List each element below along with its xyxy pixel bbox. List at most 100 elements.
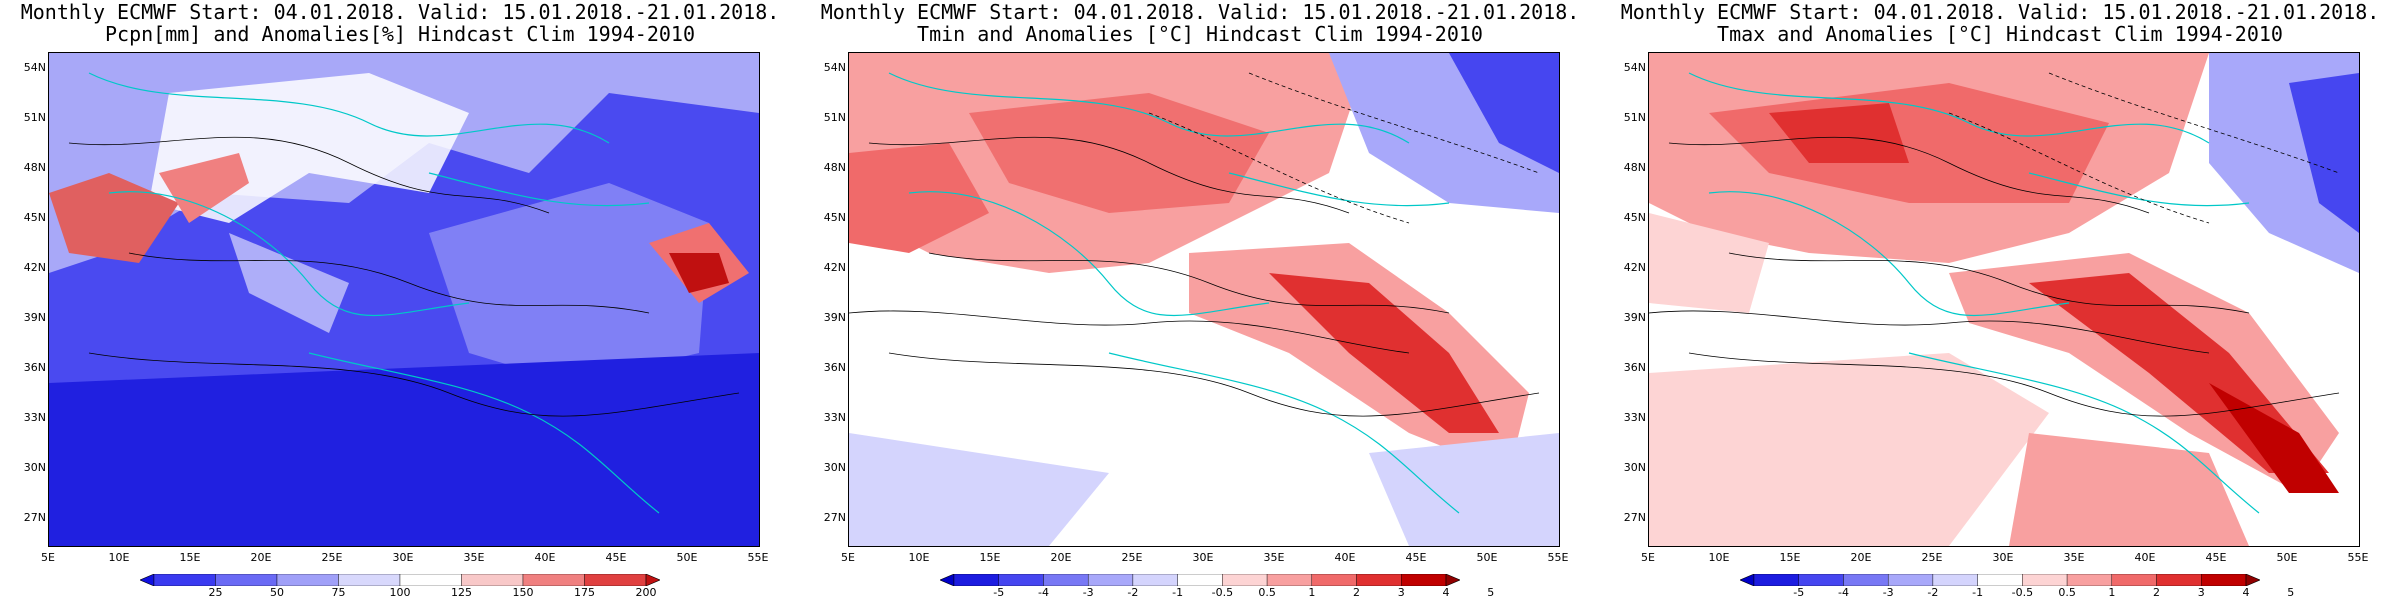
colorbar-tick-label: 125: [451, 586, 472, 599]
lat-label: 27N: [1623, 511, 1646, 524]
lon-label: 55E: [747, 551, 769, 564]
lat-label: 33N: [1623, 411, 1646, 424]
map-tmax[interactable]: [1648, 52, 2360, 547]
colorbar-tick-label: -0.5: [1211, 586, 1234, 599]
lat-label: 48N: [823, 161, 846, 174]
lon-label: 5E: [841, 551, 855, 564]
colorbar-arrow-high: [1445, 574, 1460, 586]
lat-label: 45N: [823, 211, 846, 224]
lon-label: 30E: [1192, 551, 1214, 564]
lon-label: 10E: [1708, 551, 1730, 564]
colorbar-segment: [1932, 574, 1978, 586]
colorbar-tick-label: -2: [1127, 586, 1139, 599]
panel-title-line1: Monthly ECMWF Start: 04.01.2018. Valid: …: [820, 0, 1580, 24]
panel-tmax: Monthly ECMWF Start: 04.01.2018. Valid: …: [1600, 0, 2400, 600]
colorbar-tick-label: 1: [1308, 586, 1316, 599]
lat-label: 54N: [823, 61, 846, 74]
colorbar-segment: [215, 574, 278, 586]
colorbar-tick-label: 0.5: [2058, 586, 2076, 599]
panel-title-line2: Tmin and Anomalies [°C] Hindcast Clim 19…: [917, 22, 1483, 46]
lat-label: 39N: [1623, 311, 1646, 324]
colorbar-segment: [1311, 574, 1357, 586]
colorbar-segment: [1132, 574, 1178, 586]
colorbar-segment: [1043, 574, 1089, 586]
lon-label: 25E: [1921, 551, 1943, 564]
lat-label: 33N: [823, 411, 846, 424]
colorbar-segment: [1177, 574, 1223, 586]
colorbar: [140, 574, 660, 586]
colorbar-segment: [338, 574, 401, 586]
map-precipitation[interactable]: [48, 52, 760, 547]
colorbar-tick-label: -2: [1927, 586, 1939, 599]
lat-label: 36N: [1623, 361, 1646, 374]
colorbar-segment: [1222, 574, 1268, 586]
colorbar-tick-label: 5: [1487, 586, 1495, 599]
lon-label: 50E: [676, 551, 698, 564]
lat-label: 45N: [23, 211, 46, 224]
lon-label: 30E: [1992, 551, 2014, 564]
colorbar-segment: [1401, 574, 1447, 586]
colorbar-segment: [953, 574, 999, 586]
lat-label: 54N: [1623, 61, 1646, 74]
colorbar-arrow-low: [1740, 574, 1755, 586]
lon-label: 25E: [1121, 551, 1143, 564]
colorbar-tick-label: -5: [1793, 586, 1805, 599]
lon-label: 35E: [1263, 551, 1285, 564]
panel-tmin: Monthly ECMWF Start: 04.01.2018. Valid: …: [800, 0, 1600, 600]
colorbar-segment: [584, 574, 647, 586]
colorbar-tick-label: 2: [1353, 586, 1361, 599]
colorbar-arrow-low: [940, 574, 955, 586]
colorbar-segment: [1087, 574, 1134, 586]
colorbar-tick-label: 150: [512, 586, 534, 599]
lon-label: 35E: [2063, 551, 2085, 564]
colorbar-tick-label: -0.5: [2011, 586, 2034, 599]
lon-label: 5E: [41, 551, 55, 564]
colorbar-tick-label: 2: [2153, 586, 2161, 599]
lon-label: 45E: [2205, 551, 2227, 564]
lat-label: 30N: [1623, 461, 1646, 474]
lon-label: 45E: [605, 551, 627, 564]
colorbar-tick-label: 4: [2242, 586, 2250, 599]
colorbar-tick-label: -1: [1972, 586, 1984, 599]
lat-label: 36N: [23, 361, 46, 374]
colorbar-segment: [1798, 574, 1844, 586]
lat-label: 36N: [823, 361, 846, 374]
colorbar-segment: [153, 574, 216, 586]
colorbar-segment: [1356, 574, 1402, 586]
lon-label: 30E: [392, 551, 414, 564]
lat-label: 33N: [23, 411, 46, 424]
lon-label: 55E: [1547, 551, 1569, 564]
colorbar-segment: [2156, 574, 2202, 586]
lat-label: 48N: [23, 161, 46, 174]
lon-label: 40E: [534, 551, 556, 564]
lon-label: 10E: [108, 551, 130, 564]
lat-label: 42N: [823, 261, 846, 274]
lon-label: 55E: [2347, 551, 2369, 564]
lon-label: 15E: [179, 551, 201, 564]
map-tmin[interactable]: [848, 52, 1560, 547]
colorbar-tick-label: 75: [331, 586, 346, 599]
colorbar-segment: [998, 574, 1044, 586]
colorbar-segment: [1887, 574, 1934, 586]
colorbar-tick-label: -4: [1837, 586, 1849, 599]
lon-label: 20E: [250, 551, 272, 564]
lat-label: 45N: [1623, 211, 1646, 224]
lat-label: 51N: [823, 111, 846, 124]
panel-title-line2: Pcpn[mm] and Anomalies[%] Hindcast Clim …: [104, 22, 695, 46]
lon-label: 50E: [1476, 551, 1498, 564]
colorbar-tick-label: 3: [2197, 586, 2205, 599]
colorbar-tick-label: -4: [1037, 586, 1049, 599]
lat-label: 39N: [823, 311, 846, 324]
lat-label: 42N: [23, 261, 46, 274]
colorbar-tick-label: 25: [208, 586, 223, 599]
colorbar-segment: [2201, 574, 2247, 586]
colorbar-tick-label: -1: [1172, 586, 1184, 599]
colorbar-segment: [2022, 574, 2068, 586]
lon-label: 20E: [1050, 551, 1072, 564]
colorbar-segment: [1843, 574, 1889, 586]
lat-label: 39N: [23, 311, 46, 324]
lat-label: 48N: [1623, 161, 1646, 174]
lon-label: 20E: [1850, 551, 1872, 564]
colorbar-segment: [2111, 574, 2157, 586]
panel-precipitation: Monthly ECMWF Start: 04.01.2018. Valid: …: [0, 0, 800, 600]
